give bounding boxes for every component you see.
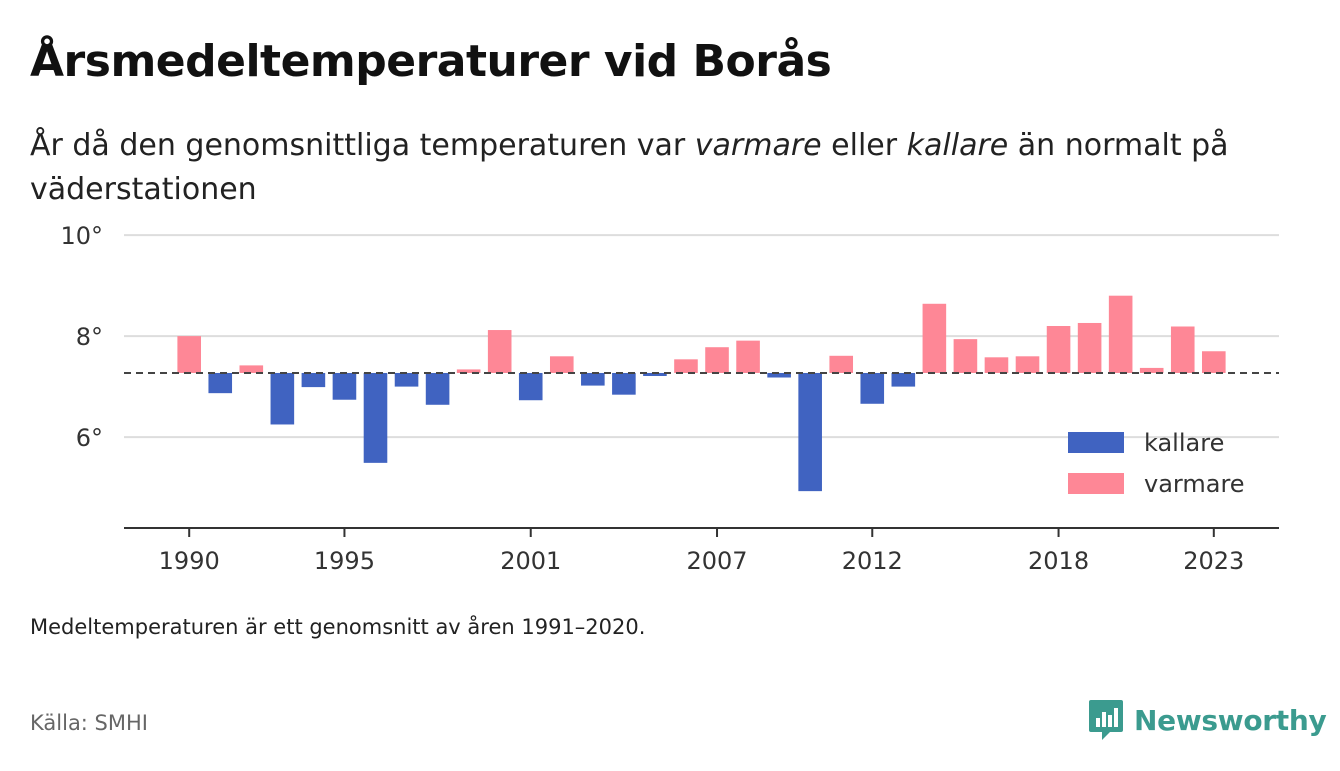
- bar-colder: [270, 372, 295, 425]
- bar-warmer: [456, 369, 481, 373]
- x-tick-label: 2001: [500, 547, 561, 570]
- bar-warmer: [177, 336, 201, 373]
- bar-warmer: [674, 359, 698, 373]
- bar-warmer: [1108, 295, 1133, 373]
- x-tick-label: 2012: [842, 547, 903, 570]
- bar-colder: [860, 372, 885, 404]
- bar-warmer: [549, 356, 574, 373]
- legend-swatch-colder: [1068, 432, 1124, 453]
- bar-colder: [363, 372, 388, 463]
- x-tick-label: 2018: [1028, 547, 1089, 570]
- temperature-bar-chart: 1990 1995 2001 2007 2012 2018 2023 6° 8° 10° kal…: [60, 225, 1279, 570]
- x-tick-label: 2023: [1183, 547, 1244, 570]
- footnote: Medeltemperaturen är ett genomsnitt av å…: [30, 615, 646, 639]
- bar-warmer: [705, 347, 729, 373]
- grid-lines: [124, 234, 1279, 439]
- subtitle-part-3: än normalt på väderstationen: [30, 128, 1229, 207]
- x-tick-label: 2007: [686, 547, 747, 570]
- bar-warmer: [239, 365, 264, 373]
- chart-subtitle: År då den genomsnittliga temperaturen va…: [30, 124, 1300, 212]
- bar-colder: [612, 372, 636, 395]
- bar-warmer: [1139, 367, 1164, 373]
- bar-colder: [208, 372, 233, 394]
- x-axis-ticks: 1990 1995 2001 2007 2012 2018 2023: [159, 528, 1244, 570]
- bar-warmer: [487, 330, 512, 373]
- legend-label-colder: kallare: [1144, 429, 1224, 457]
- chart-title: Årsmedeltemperaturer vid Borås: [30, 36, 832, 87]
- y-axis-labels: 6° 8° 10°: [60, 225, 103, 452]
- subtitle-colder: kallare: [906, 128, 1009, 163]
- bar-colder: [394, 372, 419, 387]
- bar-warmer: [1170, 326, 1195, 373]
- bar-warmer: [953, 339, 978, 373]
- brand-name: Newsworthy: [1134, 703, 1327, 737]
- bar-warmer: [1077, 322, 1102, 373]
- bar-warmer: [1015, 356, 1040, 373]
- bar-colder: [767, 372, 791, 378]
- bar-colder: [332, 372, 357, 400]
- bar-colder: [581, 372, 605, 386]
- bar-colder: [891, 372, 916, 387]
- legend-swatch-warmer: [1068, 473, 1124, 494]
- bar-colder: [518, 372, 543, 401]
- bar-colder: [301, 372, 326, 388]
- subtitle-warmer: varmare: [694, 128, 822, 163]
- bar-warmer: [736, 340, 760, 373]
- brand-logo: Newsworthy: [1088, 698, 1327, 742]
- bar-colder: [798, 372, 822, 492]
- bar-colder: [425, 372, 450, 405]
- bar-warmer: [1046, 326, 1071, 373]
- y-tick-label: 6°: [76, 424, 103, 452]
- y-tick-label: 10°: [60, 225, 103, 250]
- bar-warmer: [1202, 351, 1226, 373]
- source-label: Källa: SMHI: [30, 711, 148, 735]
- subtitle-part-2: eller: [821, 128, 907, 163]
- bar-warmer: [922, 303, 947, 373]
- y-tick-label: 8°: [76, 323, 103, 351]
- legend: kallare varmare: [1068, 429, 1245, 498]
- bars: [177, 295, 1226, 492]
- legend-label-warmer: varmare: [1144, 470, 1245, 498]
- x-tick-label: 1995: [314, 547, 375, 570]
- subtitle-part-1: År då den genomsnittliga temperaturen va…: [30, 128, 695, 163]
- bar-colder: [643, 372, 667, 376]
- x-tick-label: 1990: [159, 547, 220, 570]
- bar-warmer: [829, 355, 854, 373]
- bar-warmer: [984, 357, 1009, 373]
- newsworthy-logo-icon: [1089, 700, 1123, 740]
